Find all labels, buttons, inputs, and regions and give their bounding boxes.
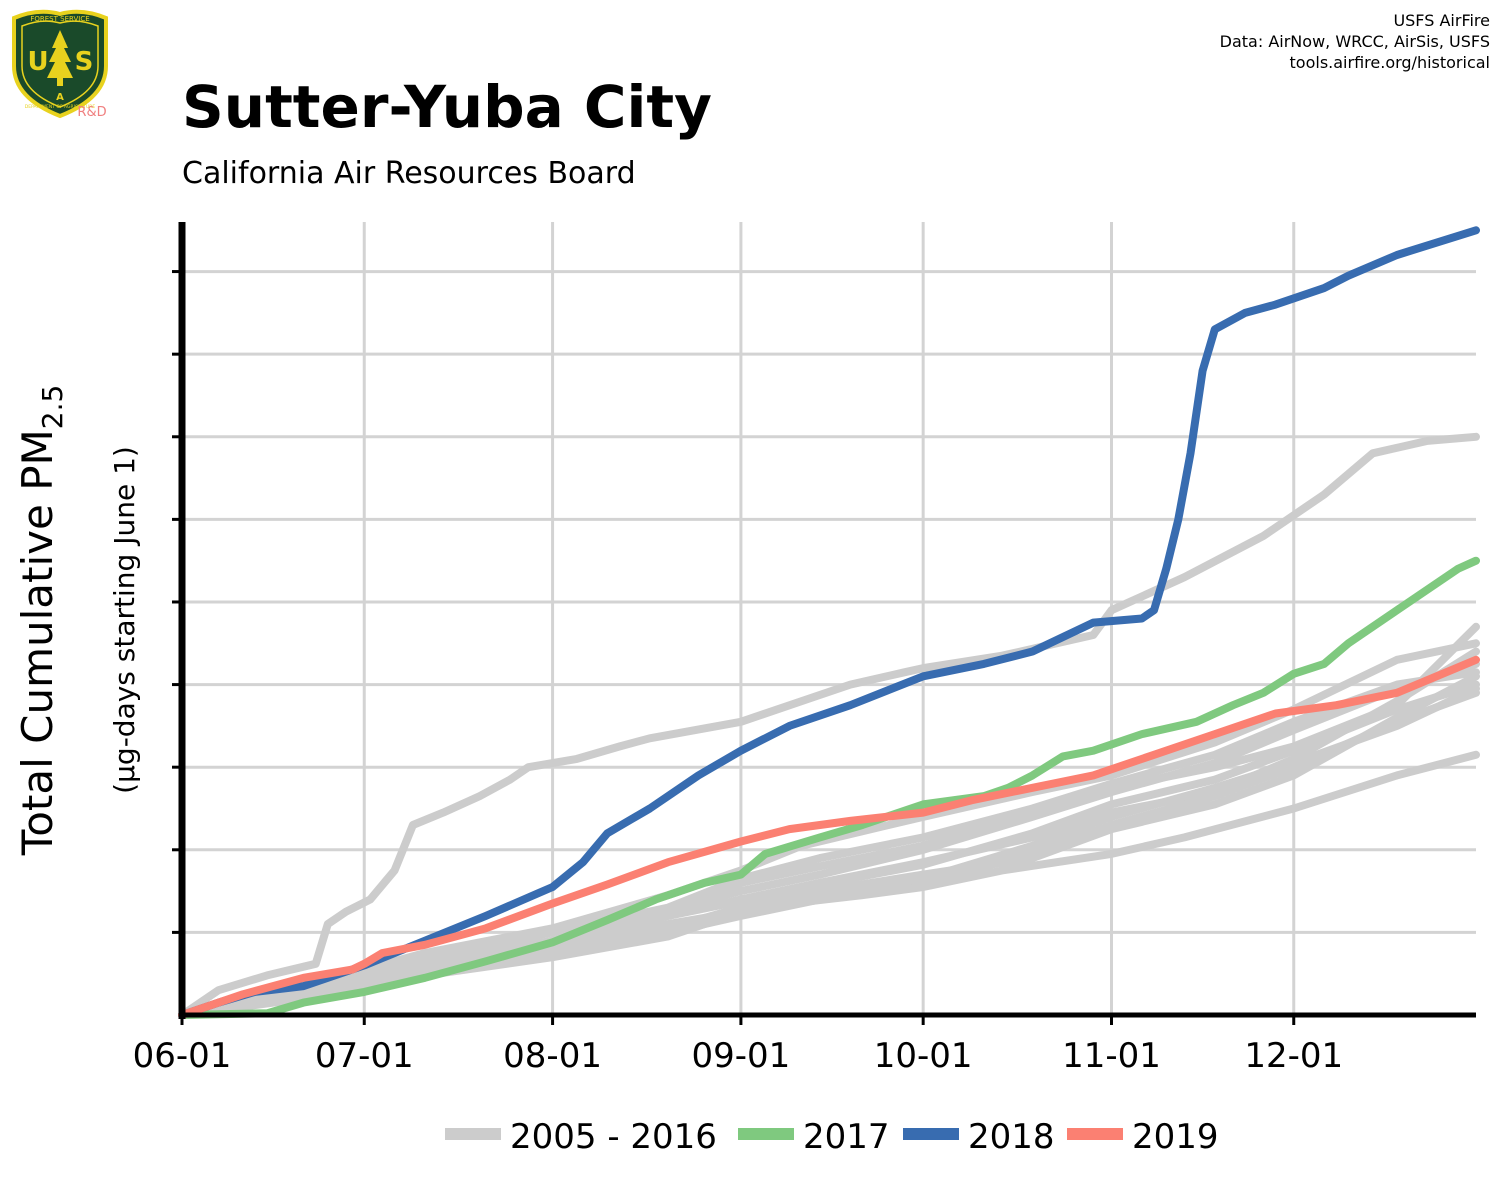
logo-letter-s: S	[75, 47, 94, 77]
x-tick-label: 07-01	[315, 1036, 414, 1076]
y-axis-units: (µg-days starting June 1)	[108, 446, 141, 794]
historical-series-line	[178, 668, 1480, 1019]
chart-subtitle: California Air Resources Board	[182, 156, 636, 191]
logo-letter-u: U	[27, 47, 48, 77]
x-tick-label: 09-01	[692, 1036, 791, 1076]
series-line-2019	[178, 655, 1480, 1019]
grid-lines	[182, 222, 1476, 1015]
usfs-shield-icon: FOREST SERVICE U S A DEPARTMENT OF AGRIC…	[12, 9, 108, 120]
legend-label: 2019	[1132, 1117, 1219, 1157]
y-axis-label: Total Cumulative PM2.5	[13, 385, 69, 857]
historical-series-line	[178, 684, 1480, 1019]
x-tick-label: 12-01	[1244, 1036, 1343, 1076]
series-line-2017	[178, 556, 1480, 1019]
x-tick-label: 11-01	[1062, 1036, 1161, 1076]
legend-label: 2005 - 2016	[510, 1117, 717, 1157]
pine-tree-icon	[47, 30, 73, 86]
legend: 2005 - 2016 2017 2018 2019	[445, 1117, 1219, 1157]
x-tick-label: 10-01	[874, 1036, 973, 1076]
legend-label: 2017	[803, 1117, 890, 1157]
historical-series-group	[178, 432, 1480, 1019]
credit-line-3: tools.airfire.org/historical	[1289, 53, 1490, 72]
logo-bottom-text: DEPARTMENT OF AGRICULTURE	[25, 104, 96, 110]
legend-label: 2018	[968, 1117, 1055, 1157]
credits: USFS AirFire Data: AirNow, WRCC, AirSis,…	[1220, 10, 1490, 73]
logo-letter-a: A	[56, 92, 64, 103]
y-axis-label-subscript: 2.5	[36, 385, 69, 430]
y-axis-label-main: Total Cumulative PM	[13, 429, 62, 856]
credit-line-1: USFS AirFire	[1393, 11, 1490, 30]
series-line-2018	[178, 226, 1480, 1019]
usfs-logo: FOREST SERVICE U S A DEPARTMENT OF AGRIC…	[8, 8, 112, 120]
x-tick-label: 08-01	[503, 1036, 602, 1076]
credit-line-2: Data: AirNow, WRCC, AirSis, USFS	[1219, 32, 1490, 51]
chart-title: Sutter-Yuba City	[182, 73, 712, 141]
x-tick-label: 06-01	[133, 1036, 232, 1076]
historical-series-line	[178, 432, 1480, 1019]
logo-top-text: FOREST SERVICE	[30, 15, 89, 23]
logo-rd-badge: R&D	[77, 105, 106, 120]
